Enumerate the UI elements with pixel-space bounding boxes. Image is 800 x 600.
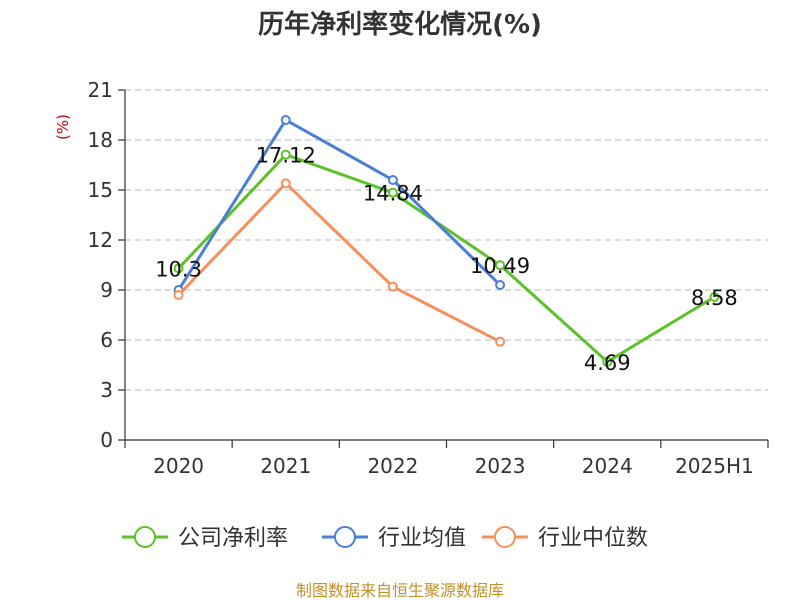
series-line-2 [177, 181, 501, 344]
data-point [709, 292, 720, 302]
y-axis-unit-label: (%) [54, 114, 72, 140]
data-point [387, 187, 398, 198]
axes: 0 3 6 9 12 15 18 21 2020 2021 2022 2023 2024 2025H1 [88, 78, 769, 478]
chart-title: 历年净利率变化情况(%) [258, 9, 542, 40]
y-tick-label: 9 [100, 278, 113, 302]
data-point [280, 149, 291, 160]
y-tick-label: 18 [88, 128, 113, 152]
series-lines [173, 115, 720, 367]
y-tick-label: 21 [88, 78, 113, 102]
data-point [495, 260, 506, 271]
legend-circle-icon [134, 526, 156, 548]
data-label: 4.69 [584, 351, 631, 375]
legend-label: 行业中位数 [538, 526, 648, 551]
data-label: 10.49 [470, 254, 530, 278]
y-tick-label: 12 [88, 228, 113, 252]
x-tick-label: 2023 [475, 454, 526, 478]
x-tick-label: 2024 [582, 454, 633, 478]
data-point [387, 175, 398, 185]
legend-item-2[interactable]: 行业中位数 [482, 526, 648, 551]
legend-label: 行业均值 [378, 526, 466, 551]
legend-item-0[interactable]: 公司净利率 [122, 526, 288, 551]
x-tick-label: 2022 [367, 454, 418, 478]
data-label: 14.84 [363, 182, 423, 206]
data-point [495, 336, 506, 347]
legend-item-1[interactable]: 行业均值 [322, 526, 466, 551]
x-tick-label: 2020 [153, 454, 204, 478]
data-point [173, 263, 184, 274]
data-point [173, 290, 184, 300]
y-tick-label: 0 [100, 428, 113, 452]
data-label: 17.12 [256, 144, 316, 168]
legend[interactable]: 公司净利率 行业均值 行业中位数 [122, 526, 648, 551]
y-tick-label: 3 [100, 378, 113, 402]
data-point [387, 281, 398, 292]
x-tick-label: 2025H1 [675, 454, 754, 478]
x-tick-label: 2021 [260, 454, 311, 478]
source-note: 制图数据来自恒生聚源数据库 [296, 581, 504, 600]
series-line-0 [177, 153, 716, 364]
y-tick-label: 6 [100, 328, 113, 352]
data-label: 10.3 [155, 257, 202, 281]
legend-circle-icon [334, 526, 356, 548]
legend-label: 公司净利率 [178, 526, 288, 551]
data-point [602, 356, 613, 367]
series-line-1 [177, 118, 502, 291]
data-point [280, 178, 291, 189]
data-label: 8.58 [691, 286, 738, 310]
data-labels: 10.3 17.12 14.84 10.49 4.69 8.58 [155, 144, 738, 375]
gridlines [125, 89, 768, 391]
data-point [280, 115, 291, 125]
legend-circle-icon [494, 526, 516, 548]
y-tick-label: 15 [88, 178, 113, 202]
data-point [495, 280, 506, 290]
